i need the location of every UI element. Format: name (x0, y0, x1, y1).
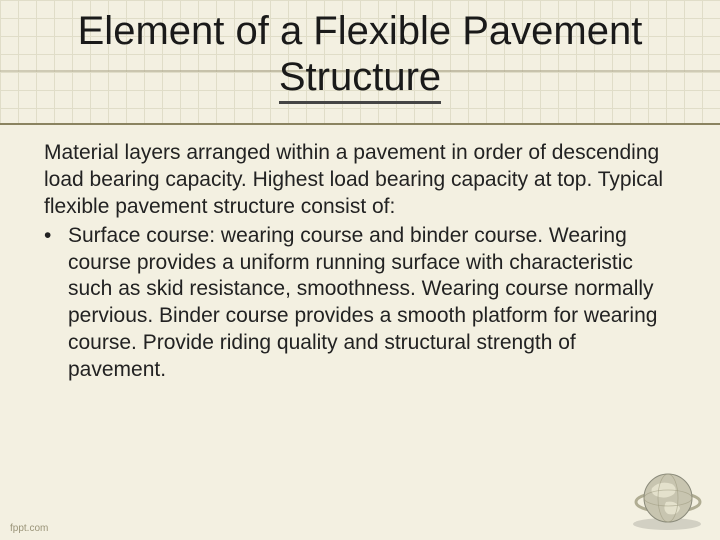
bullet-marker: • (44, 223, 68, 384)
title-line-2: Structure (279, 54, 441, 104)
header-rule-bottom (0, 123, 720, 125)
footer-credit: fppt.com (10, 523, 48, 534)
slide-title: Element of a Flexible Pavement Structure (0, 8, 720, 104)
bullet-item: • Surface course: wearing course and bin… (44, 223, 676, 384)
bullet-text: Surface course: wearing course and binde… (68, 223, 676, 384)
globe-icon (628, 468, 706, 532)
slide-body: Material layers arranged within a paveme… (44, 140, 676, 384)
title-line-1: Element of a Flexible Pavement (78, 9, 643, 53)
intro-paragraph: Material layers arranged within a paveme… (44, 140, 676, 221)
